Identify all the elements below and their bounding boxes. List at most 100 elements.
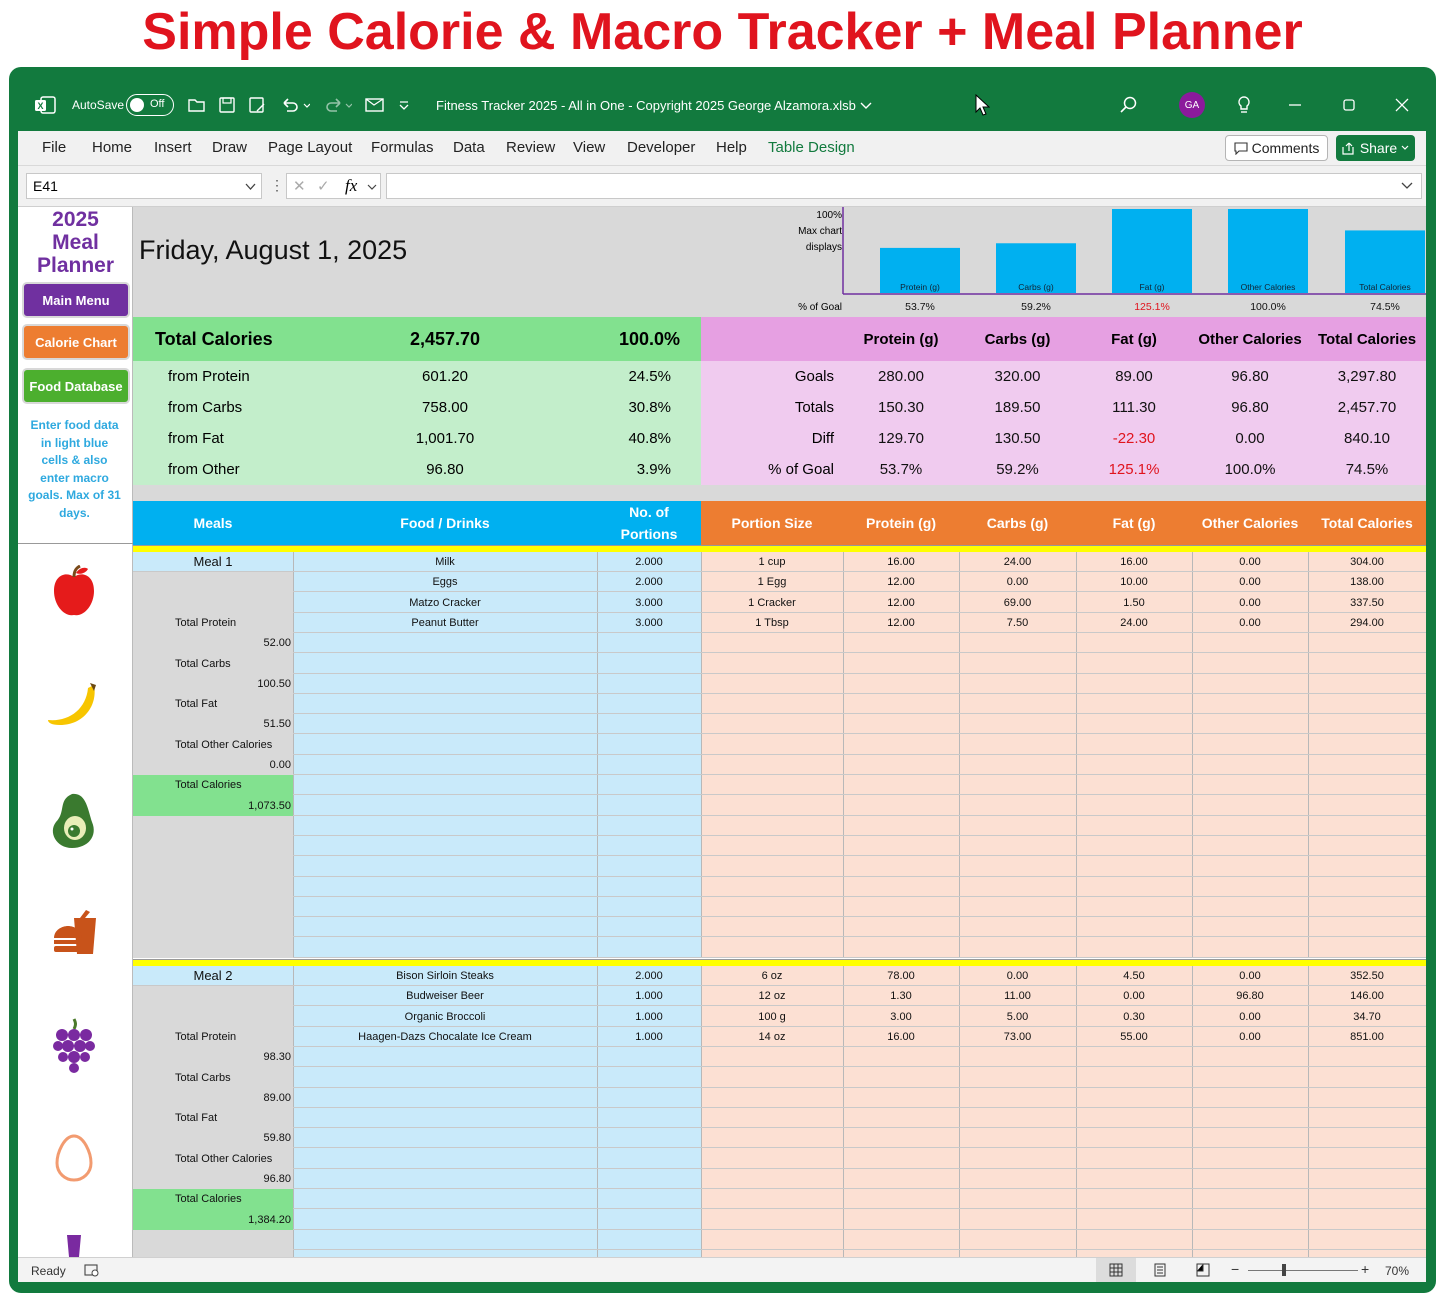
food-name[interactable]: Eggs — [432, 576, 458, 589]
breakdown-pct: 40.8% — [628, 429, 671, 447]
chevron-down-icon — [1401, 145, 1409, 150]
breakdown-label: from Other — [168, 460, 240, 478]
close-icon[interactable] — [1395, 80, 1409, 130]
tab-view[interactable]: View — [573, 139, 606, 156]
goals-value: 2,457.70 — [1337, 398, 1397, 416]
tab-review[interactable]: Review — [506, 139, 556, 156]
undo-icon[interactable] — [280, 80, 310, 130]
portions-value[interactable]: 3.000 — [635, 616, 663, 629]
goals-col-header: Protein (g) — [863, 330, 939, 348]
zoom-slider[interactable] — [1248, 1270, 1358, 1271]
tab-table-design[interactable]: Table Design — [768, 139, 855, 156]
autosave-toggle[interactable]: Off — [126, 80, 174, 130]
customize-toolbar-icon[interactable] — [398, 80, 410, 130]
comment-icon — [1234, 141, 1248, 155]
food-name[interactable]: Peanut Butter — [411, 616, 479, 629]
tab-home[interactable]: Home — [92, 139, 133, 156]
portion-size: 100 g — [758, 1010, 786, 1023]
tab-formulas[interactable]: Formulas — [371, 139, 434, 156]
food-name[interactable]: Organic Broccoli — [404, 1010, 486, 1023]
tab-page-layout[interactable]: Page Layout — [268, 139, 353, 156]
comments-label: Comments — [1251, 140, 1320, 156]
nutrition-value: 0.00 — [1239, 970, 1261, 982]
portion-size: 12 oz — [758, 990, 786, 1003]
minimize-icon[interactable] — [1288, 80, 1302, 130]
goals-col-header: Fat (g) — [1111, 330, 1157, 348]
food-name[interactable]: Bison Sirloin Steaks — [396, 970, 494, 982]
summary-value: 1,073.50 — [248, 799, 291, 812]
divider — [18, 543, 133, 544]
zoom-in-button[interactable]: + — [1361, 1261, 1370, 1277]
formula-input[interactable] — [386, 173, 1422, 199]
food-name[interactable]: Haagen-Dazs Chocalate Ice Cream — [358, 1030, 532, 1043]
redo-icon[interactable] — [322, 80, 352, 130]
portions-value[interactable]: 2.000 — [635, 576, 663, 589]
meal-name[interactable]: Meal 1 — [133, 552, 293, 572]
portions-value[interactable]: 2.000 — [635, 970, 663, 982]
portions-value[interactable]: 2.000 — [635, 556, 663, 568]
food-name[interactable]: Budweiser Beer — [406, 990, 484, 1003]
header-fat: Fat (g) — [1112, 515, 1156, 531]
tab-data[interactable]: Data — [453, 139, 485, 156]
main-menu-button[interactable]: Main Menu — [22, 282, 130, 318]
comments-button[interactable]: Comments — [1225, 135, 1328, 161]
grid-line — [1076, 552, 1077, 958]
normal-view-button[interactable] — [1096, 1258, 1136, 1282]
goals-header — [701, 317, 1426, 361]
food-name[interactable]: Matzo Cracker — [409, 596, 481, 609]
tab-draw[interactable]: Draw — [212, 139, 248, 156]
tab-help[interactable]: Help — [716, 139, 747, 156]
nutrition-value: 96.80 — [1236, 990, 1264, 1003]
portions-value[interactable]: 3.000 — [635, 596, 663, 609]
zoom-out-button[interactable]: − — [1231, 1261, 1240, 1277]
portions-value[interactable]: 1.000 — [635, 990, 663, 1003]
search-icon[interactable] — [1120, 80, 1138, 130]
calorie-chart-button[interactable]: Calorie Chart — [22, 324, 130, 360]
summary-label: Total Protein — [175, 1030, 237, 1043]
name-box[interactable]: E41 — [26, 173, 262, 199]
insert-function-icon[interactable]: fx — [345, 176, 358, 195]
portions-value[interactable]: 1.000 — [635, 1030, 663, 1043]
meal-name[interactable]: Meal 2 — [133, 966, 293, 986]
accessibility-icon[interactable] — [84, 1263, 100, 1277]
portion-size: 6 oz — [761, 970, 783, 982]
maximize-icon[interactable] — [1342, 80, 1356, 130]
file-name[interactable]: Fitness Tracker 2025 - All in One - Copy… — [436, 97, 856, 113]
page-break-icon[interactable] — [1196, 1263, 1210, 1277]
chart-bar — [996, 243, 1076, 293]
table-row — [293, 1149, 1426, 1169]
zoom-level[interactable]: 70% — [1385, 1264, 1410, 1278]
enter-icon[interactable]: ✓ — [317, 178, 330, 195]
avocado-icon — [48, 790, 100, 855]
tab-developer[interactable]: Developer — [627, 139, 696, 156]
total-calories-highlight — [133, 1189, 293, 1230]
portions-value[interactable]: 1.000 — [635, 1010, 663, 1023]
chart-category-label: Total Calories — [1359, 282, 1411, 292]
food-name[interactable]: Milk — [435, 556, 455, 568]
save-as-icon[interactable] — [248, 80, 266, 130]
food-database-button[interactable]: Food Database — [22, 368, 130, 404]
tab-file[interactable]: File — [42, 139, 67, 156]
zoom-slider-thumb[interactable] — [1282, 1264, 1286, 1276]
chart-note-3: displays — [806, 242, 842, 253]
goals-value: 125.1% — [1108, 460, 1160, 478]
sidebar-title: 2025 Meal Planner — [18, 208, 133, 277]
nutrition-value: 337.50 — [1350, 596, 1384, 609]
email-icon[interactable] — [364, 80, 386, 130]
tab-insert[interactable]: Insert — [154, 139, 192, 156]
nutrition-value: 0.00 — [1006, 970, 1029, 982]
more-icon[interactable]: ⋮ — [270, 177, 284, 193]
avatar[interactable]: GA — [1179, 80, 1205, 130]
open-icon[interactable] — [188, 80, 206, 130]
save-icon[interactable] — [218, 80, 236, 130]
chevron-down-icon[interactable] — [860, 80, 872, 130]
nutrition-value: 352.50 — [1350, 970, 1384, 982]
cancel-icon[interactable]: ✕ — [293, 178, 306, 195]
share-button[interactable]: Share — [1336, 135, 1415, 161]
lightbulb-icon[interactable] — [1236, 80, 1252, 130]
summary-value: 89.00 — [263, 1091, 291, 1104]
nutrition-value: 0.30 — [1123, 1010, 1145, 1023]
share-icon — [1342, 142, 1354, 155]
page-layout-icon[interactable] — [1153, 1263, 1167, 1277]
nutrition-value: 12.00 — [887, 616, 915, 629]
